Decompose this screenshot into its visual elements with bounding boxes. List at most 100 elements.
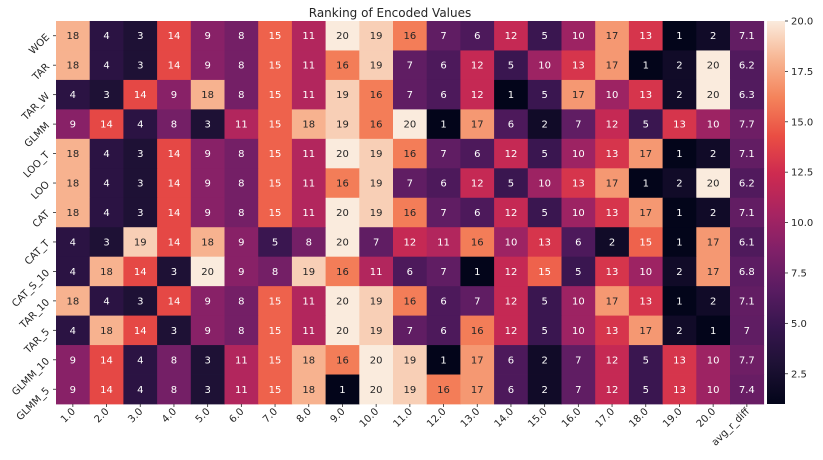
heatmap-cell	[393, 109, 428, 140]
cell-value-label: 18	[66, 31, 79, 42]
cell-value-label: 20	[707, 90, 720, 101]
cell-value-label: 6	[440, 326, 446, 337]
heatmap-cell	[460, 374, 495, 405]
heatmap-cell	[190, 79, 225, 110]
colorbar-ticks: 2.5 5.0 7.5 10.0 12.5 15.0 17.5 20.0	[785, 17, 813, 380]
heatmap-cell	[696, 79, 731, 110]
heatmap-cell	[662, 21, 697, 51]
cell-value-label: 15	[269, 149, 282, 160]
heatmap-cell	[325, 168, 360, 199]
heatmap-cell	[494, 79, 529, 110]
heatmap-cell	[258, 197, 293, 228]
heatmap-cell	[190, 227, 225, 258]
cell-value-label: 5	[508, 61, 514, 72]
cell-value-label: 7	[407, 326, 413, 337]
heatmap-cell	[595, 21, 630, 51]
heatmap-cell	[628, 21, 663, 51]
heatmap-cell	[258, 315, 293, 346]
cell-value-label: 6	[407, 267, 413, 278]
cell-value-label: 18	[66, 179, 79, 190]
cell-value-label: 14	[168, 149, 181, 160]
heatmap-cell	[460, 227, 495, 258]
heatmap-cell	[730, 197, 765, 228]
heatmap-cell	[460, 197, 495, 228]
heatmap-cell	[595, 79, 630, 110]
heatmap-cell	[359, 168, 394, 199]
cell-value-label: 6	[474, 31, 480, 42]
heatmap-cell	[258, 227, 293, 258]
heatmap-cell	[628, 374, 663, 405]
cell-value-label: 18	[100, 326, 113, 337]
cell-value-label: 15	[269, 326, 282, 337]
heatmap-cell	[561, 197, 596, 228]
cell-value-label: 6	[508, 120, 514, 131]
heatmap-cell	[696, 374, 731, 405]
cell-value-label: 11	[302, 149, 315, 160]
cell-value-label: 11	[235, 385, 248, 396]
heatmap-cell	[291, 168, 326, 199]
colorbar-tick-label: 2.5	[791, 369, 807, 380]
cell-value-label: 7.1	[739, 149, 755, 160]
cell-value-label: 14	[134, 326, 147, 337]
cell-value-label: 19	[370, 61, 383, 72]
cell-value-label: 12	[505, 31, 518, 42]
cell-value-label: 10	[505, 237, 518, 248]
heatmap-cell	[56, 79, 91, 110]
heatmap-cell	[325, 138, 360, 169]
heatmap-cell	[291, 227, 326, 258]
heatmap-cell	[494, 256, 529, 287]
cell-value-label: 4	[103, 296, 109, 307]
heatmap-cell	[393, 21, 428, 51]
heatmap-cell	[527, 79, 562, 110]
heatmap-cell	[190, 50, 225, 81]
cell-value-label: 12	[606, 385, 619, 396]
heatmap-cell	[662, 227, 697, 258]
heatmap-cell	[89, 374, 124, 405]
heatmap-cell	[662, 197, 697, 228]
heatmap-cell	[56, 374, 91, 405]
heatmap-cell	[258, 168, 293, 199]
cell-value-label: 9	[204, 179, 210, 190]
heatmap-cell	[258, 109, 293, 140]
heatmap-cell	[359, 286, 394, 316]
heatmap-cell	[325, 374, 360, 405]
cell-value-label: 9	[204, 296, 210, 307]
heatmap-cell	[527, 315, 562, 346]
heatmap-cell	[494, 21, 529, 51]
cell-value-label: 6	[508, 385, 514, 396]
cell-value-label: 7.7	[739, 355, 755, 366]
cell-value-label: 19	[370, 149, 383, 160]
column-tick-label: 4.0	[160, 406, 179, 425]
heatmap-cell	[123, 315, 158, 346]
heatmap-cell	[595, 109, 630, 140]
cell-value-label: 10	[707, 355, 720, 366]
cell-value-label: 17	[606, 61, 619, 72]
heatmap-cell	[460, 50, 495, 81]
column-tick-label: 18.0	[627, 406, 651, 430]
cell-value-label: 8	[238, 179, 244, 190]
row-tick-label: GLMM	[23, 120, 52, 149]
cell-value-label: 10	[707, 385, 720, 396]
cell-value-label: 4	[103, 208, 109, 219]
cell-value-label: 14	[168, 179, 181, 190]
heatmap-cell	[359, 227, 394, 258]
heatmap-cell	[157, 197, 192, 228]
cell-value-label: 3	[204, 120, 210, 131]
heatmap-cell	[662, 50, 697, 81]
cell-value-label: 16	[471, 326, 484, 337]
cell-value-label: 14	[100, 120, 113, 131]
heatmap-cell	[426, 138, 461, 169]
cell-value-label: 2	[541, 385, 547, 396]
heatmap-cell	[325, 21, 360, 51]
heatmap-cell	[730, 227, 765, 258]
cell-value-label: 15	[538, 267, 551, 278]
cell-value-label: 13	[606, 267, 619, 278]
cell-value-label: 3	[137, 31, 143, 42]
cell-value-label: 16	[437, 385, 450, 396]
row-tick-labels: WOETARTAR_WGLMMLOO_TLOOCATCAT_TCAT_S_10T…	[10, 32, 56, 423]
heatmap-cell	[426, 50, 461, 81]
cell-value-label: 7	[440, 31, 446, 42]
cell-value-label: 6	[474, 149, 480, 160]
heatmap-cell	[460, 168, 495, 199]
cell-value-label: 3	[103, 90, 109, 101]
